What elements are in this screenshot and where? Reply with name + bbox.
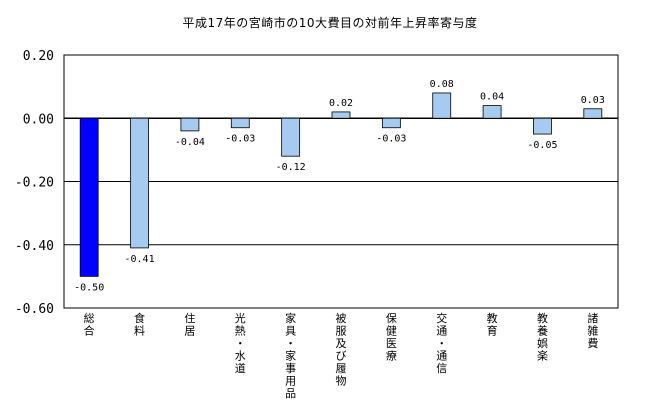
- x-tick-label: 総合: [84, 311, 95, 338]
- data-label: 0.08: [430, 79, 454, 90]
- data-label: 0.03: [581, 95, 605, 106]
- bar: [482, 105, 502, 119]
- data-label: -0.04: [175, 137, 205, 148]
- y-tick-label: -0.40: [15, 239, 54, 254]
- data-label: -0.12: [276, 162, 306, 173]
- y-tick-label: 0.20: [23, 49, 54, 64]
- bar: [432, 92, 452, 119]
- bar: [230, 117, 250, 129]
- data-label: -0.03: [376, 134, 406, 145]
- data-label: -0.41: [124, 254, 154, 265]
- y-tick-label: 0.00: [23, 112, 54, 127]
- data-label: 0.04: [480, 92, 504, 103]
- data-label: -0.50: [74, 282, 104, 293]
- x-tick-label: 光熱・水道: [235, 311, 246, 375]
- x-tick-label: 住居: [184, 311, 195, 338]
- plot-frame: [63, 54, 619, 309]
- x-tick-label: 食料: [134, 311, 145, 338]
- bar: [130, 117, 149, 249]
- x-tick-label: 教養娯楽: [537, 312, 548, 363]
- x-tick-label: 家具・家事用品: [285, 311, 296, 400]
- bar: [281, 117, 301, 157]
- bar: [533, 117, 552, 135]
- x-tick-label: 保健医療: [386, 311, 397, 363]
- bar: [79, 117, 99, 277]
- data-label: -0.05: [527, 140, 557, 151]
- bar: [180, 117, 200, 132]
- bar: [381, 117, 401, 129]
- x-tick-label: 教育: [487, 312, 498, 338]
- y-tick-label: -0.20: [15, 176, 54, 191]
- x-tick-label: 被服及び履物: [336, 312, 347, 388]
- y-tick-label: -0.60: [15, 302, 54, 317]
- chart-title: 平成17年の宮崎市の10大費目の対前年上昇率寄与度: [182, 16, 478, 30]
- data-label: 0.02: [329, 98, 353, 109]
- bar: [331, 111, 351, 119]
- x-tick-label: 交通・通信: [436, 311, 447, 375]
- x-tick-label: 諸雑費: [587, 311, 598, 350]
- bar: [583, 108, 603, 119]
- data-label: -0.03: [225, 134, 255, 145]
